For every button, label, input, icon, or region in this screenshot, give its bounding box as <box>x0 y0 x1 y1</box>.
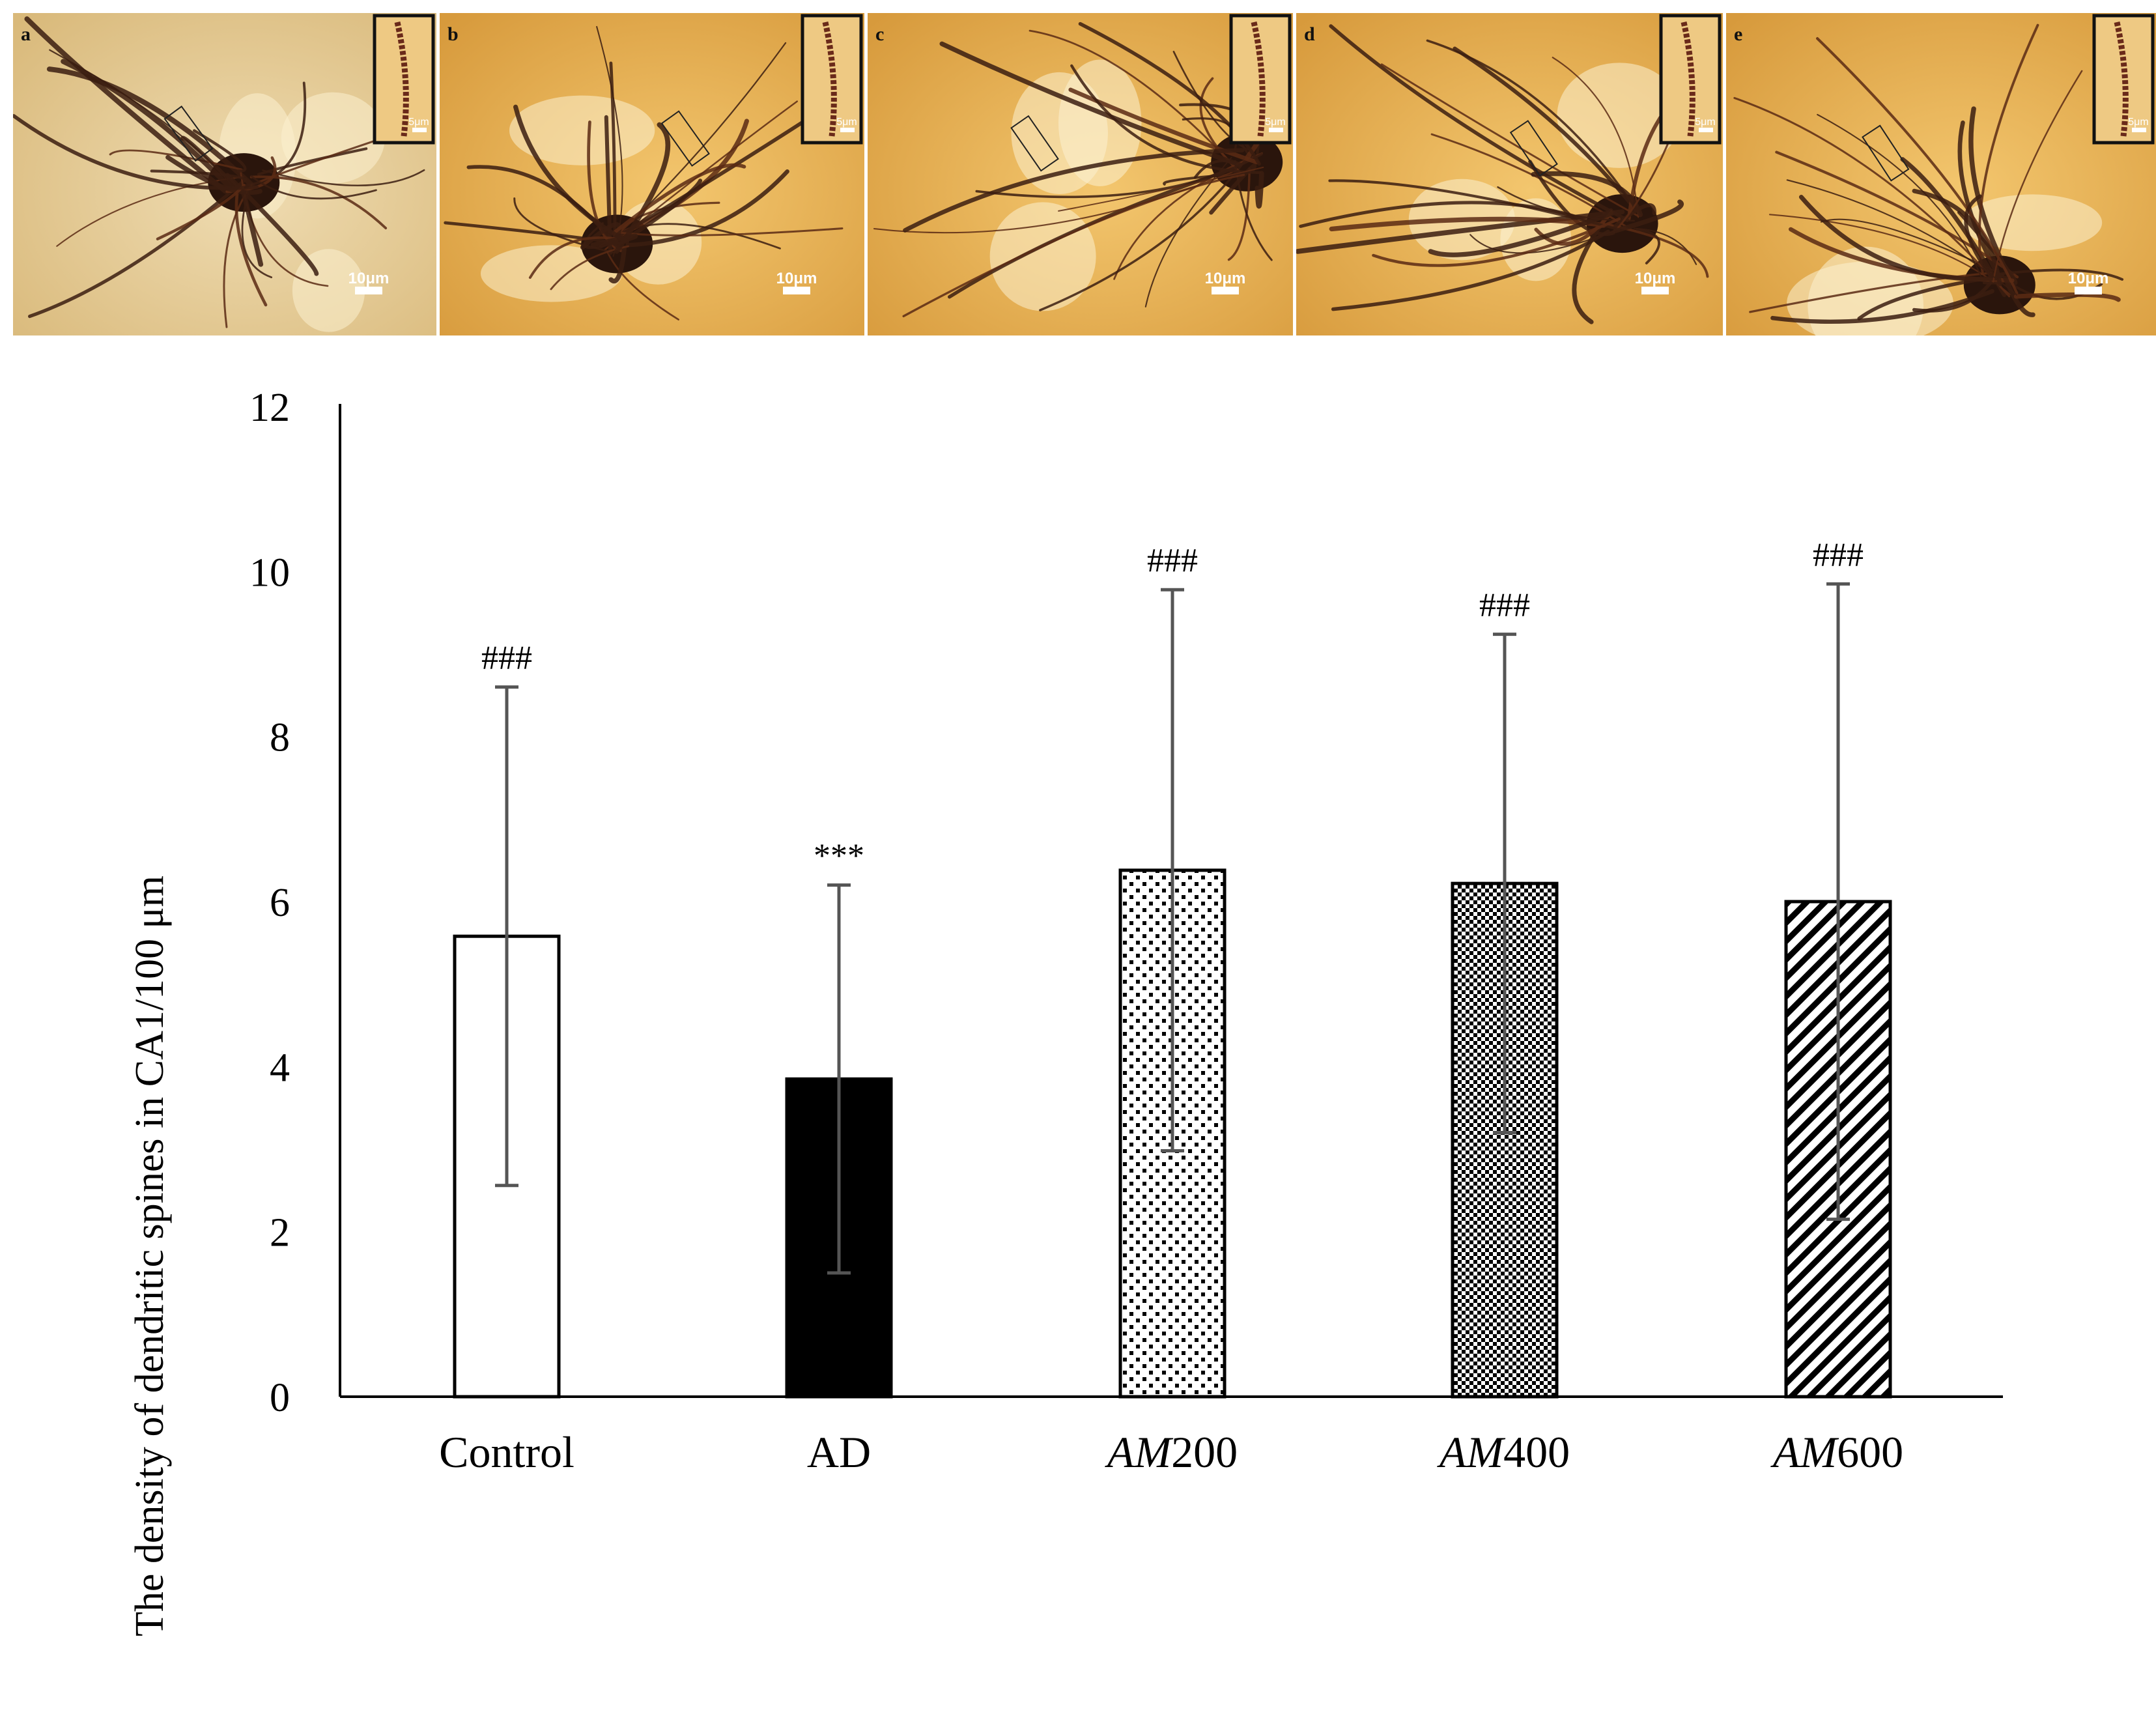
panel-letter: b <box>447 23 459 45</box>
y-tick-label: 4 <box>270 1046 290 1090</box>
micrograph-panel-c: 5μm 10μm c <box>868 13 1293 335</box>
inset-scale-bar <box>1699 128 1713 132</box>
main-scale-bar <box>1641 287 1669 294</box>
inset-scale-bar <box>412 128 427 132</box>
main-scale-label: 10μm <box>1205 270 1246 287</box>
main-scale-bar <box>2075 287 2102 294</box>
main-scale-label: 10μm <box>2068 270 2109 287</box>
significance-label: *** <box>814 838 864 875</box>
bright-patch <box>1011 72 1108 194</box>
inset-scale-label: 5μm <box>1265 117 1285 128</box>
inset-scale-label: 5μm <box>836 117 857 128</box>
y-tick-label: 10 <box>249 550 290 595</box>
panel-letter: d <box>1304 23 1315 45</box>
micrograph-panel-d: 5μm 10μm d <box>1296 13 1723 335</box>
x-tick-label: AM400 <box>1437 1427 1570 1477</box>
main-scale-label: 10μm <box>348 270 390 287</box>
significance-label: ### <box>1813 536 1864 573</box>
main-scale-label: 10μm <box>776 270 817 287</box>
main-scale-bar <box>783 287 810 294</box>
x-tick-label-italic: AM <box>1105 1427 1174 1477</box>
x-tick-label-number: 200 <box>1171 1427 1238 1477</box>
inset-scale-label: 5μm <box>2128 117 2148 128</box>
y-tick-label: 12 <box>249 386 290 430</box>
x-tick-label-number: 600 <box>1837 1427 1903 1477</box>
inset-scale-label: 5μm <box>408 117 429 128</box>
x-tick-label: AD <box>807 1427 871 1477</box>
bright-patch <box>292 249 365 332</box>
inset-scale-bar <box>840 128 855 132</box>
main-scale-bar <box>355 287 382 294</box>
x-tick-label: Control <box>439 1427 574 1477</box>
inset-scale-bar <box>1269 128 1283 132</box>
significance-label: ### <box>1147 542 1198 579</box>
main-scale-bar <box>1212 287 1239 294</box>
significance-label: ### <box>481 640 532 677</box>
panel-letter: e <box>1734 23 1742 45</box>
x-tick-label-italic: AM <box>1770 1427 1839 1477</box>
x-tick-label: AM200 <box>1105 1427 1238 1477</box>
y-tick-label: 0 <box>270 1376 290 1420</box>
x-tick-label: AM600 <box>1770 1427 1903 1477</box>
main-scale-label: 10μm <box>1635 270 1676 287</box>
y-tick-label: 8 <box>270 716 290 760</box>
significance-label: ### <box>1479 587 1530 624</box>
panel-letter: a <box>21 23 31 45</box>
bright-patch <box>281 93 385 184</box>
chart-svg: 024681012###Control***AD###AM200###AM400… <box>0 365 2156 1495</box>
micrograph-panel-e: 5μm 10μm e <box>1726 13 2156 335</box>
inset-scale-bar <box>2132 128 2146 132</box>
panel-letter: c <box>875 23 884 45</box>
inset-scale-label: 5μm <box>1695 117 1715 128</box>
micrograph-row: 5μm 10μm a 5μm 10μm b 5μm 10μm c 5μm 10μm d 5μm 10μm e <box>13 13 2156 335</box>
y-tick-label: 6 <box>270 881 290 925</box>
y-tick-label: 2 <box>270 1211 290 1255</box>
micrograph-panel-b: 5μm 10μm b <box>440 13 864 335</box>
bright-patch <box>509 96 655 165</box>
x-tick-label-italic: AM <box>1437 1427 1506 1477</box>
x-tick-label-number: 400 <box>1503 1427 1570 1477</box>
y-axis-label: The density of dendritic spines in CA1/1… <box>124 800 176 1712</box>
micrograph-panel-a: 5μm 10μm a <box>13 13 436 335</box>
